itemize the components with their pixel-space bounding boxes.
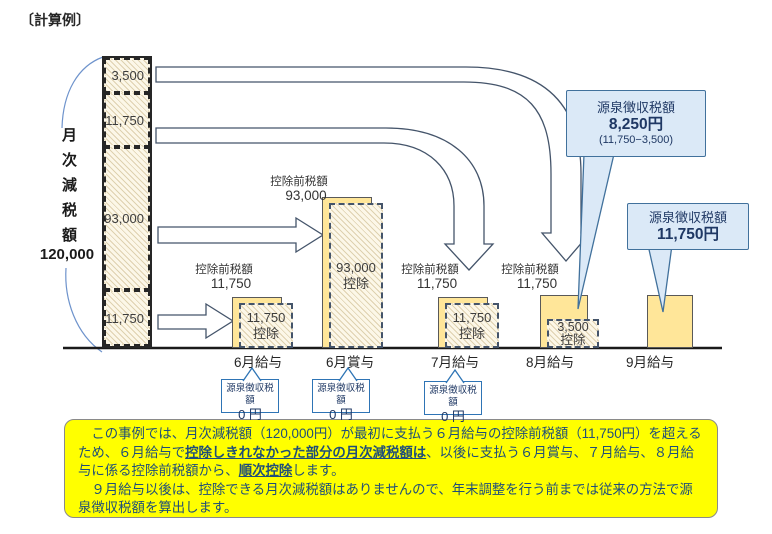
callout-august-withholding: 源泉徴収税額 8,250円 (11,750−3,500) [566,90,706,157]
deduction-label: 控除 [560,332,586,347]
deduction-overlay-august-salary: 3,500 控除 [547,319,599,348]
withholding-title: 源泉徴収税額 [596,100,675,115]
note-emphasized-text: 控除しきれなかった部分の月次減税額は [185,444,427,460]
axis-label-june-bonus: 6月賞与 [325,355,374,370]
zero-withholding-box-june-bonus: 源泉徴収税額 0 円 [312,379,370,422]
withholding-title: 源泉徴収税額 [317,383,365,406]
withholding-amount: 8,250円 [608,116,664,133]
zero-withholding-box-july-salary: 源泉徴収税額 0 円 [424,381,482,424]
callout-pointer-august [577,153,615,310]
axis-label-june-salary: 6月給与 [233,355,282,370]
callout-september-withholding: 源泉徴収税額 11,750円 [627,203,749,250]
pretax-value: 11,750 [210,276,252,291]
pretax-value: 11,750 [416,276,458,291]
deduction-value: 11,750 [246,309,286,325]
pretax-label-july-salary: 控除前税額 11,750 [385,264,475,291]
note-text: ９月給与以後は、控除できる月次減税額はありませんので、年末調整を行う前までは従来… [78,481,693,516]
axis-label-july-salary: 7月給与 [430,355,479,370]
diagram-title: 〔計算例〕 [20,12,90,28]
pretax-label-august-salary: 控除前税額 11,750 [485,264,575,291]
deduction-value: 11,750 [452,309,492,325]
withholding-title: 源泉徴収税額 [648,209,727,225]
zero-withholding-box-june-salary: 源泉徴収税額 0 円 [221,379,279,422]
note-emphasized-text: 順次控除 [238,463,293,479]
monthly-reduction-stack: 3,500 11,750 93,000 11,750 [102,56,152,348]
explanation-note: この事例では、月次減税額（120,000円）が最初に支払う６月給与の控除前税額（… [64,419,718,518]
pretax-title: 控除前税額 [501,264,559,276]
deduction-value: 3,500 [557,319,589,334]
axis-label-september-salary: 9月給与 [625,355,674,370]
note-text: します。 [292,463,345,479]
withholding-formula: (11,750−3,500) [598,134,674,146]
axis-label-august-salary: 8月給与 [525,355,574,370]
brace-top-curve [61,56,104,129]
deduction-value: 93,000 [336,259,376,275]
monthly-reduction-total: 120,000 [39,246,95,263]
reduction-segment-11750-b: 11,750 [104,290,150,346]
monthly-reduction-label: 月次減税額 [60,127,77,252]
note-text: この事例では、月次減税額（120,000円）が最初に支払う６月給与の控除前税額（… [78,426,702,460]
deduction-overlay-june-salary: 11,750 控除 [239,303,293,348]
deduction-overlay-june-bonus: 93,000 控除 [329,203,383,348]
deduction-label: 控除 [342,275,369,291]
reduction-segment-93000: 93,000 [104,147,150,290]
deduction-label: 控除 [252,325,279,341]
pretax-value: 11,750 [516,276,558,291]
withholding-title: 源泉徴収税額 [226,383,274,406]
deduction-label: 控除 [458,325,485,341]
pretax-label-june-salary: 控除前税額 11,750 [179,264,269,291]
withholding-amount: 0 円 [238,407,262,422]
reduction-segment-11750-a: 11,750 [104,93,150,147]
brace-bottom-curve [65,267,103,353]
pretax-value: 93,000 [285,188,327,203]
block-arrow-93000-to-june-bonus [157,216,325,254]
pretax-label-june-bonus: 控除前税額 93,000 [254,176,344,203]
block-arrow-11750-to-june-salary [157,302,235,340]
withholding-title: 源泉徴収税額 [429,385,477,408]
withholding-amount: 11,750円 [656,225,720,243]
withholding-amount: 0 円 [329,407,353,422]
withholding-amount: 0 円 [441,409,465,424]
bar-september-salary [647,295,693,348]
reduction-segment-3500: 3,500 [104,58,150,93]
note-text: 、以後に支払う６月賞与、７月給与、８月給与に係る控除前税額から、 [78,444,694,479]
deduction-overlay-july-salary: 11,750 控除 [445,303,499,348]
